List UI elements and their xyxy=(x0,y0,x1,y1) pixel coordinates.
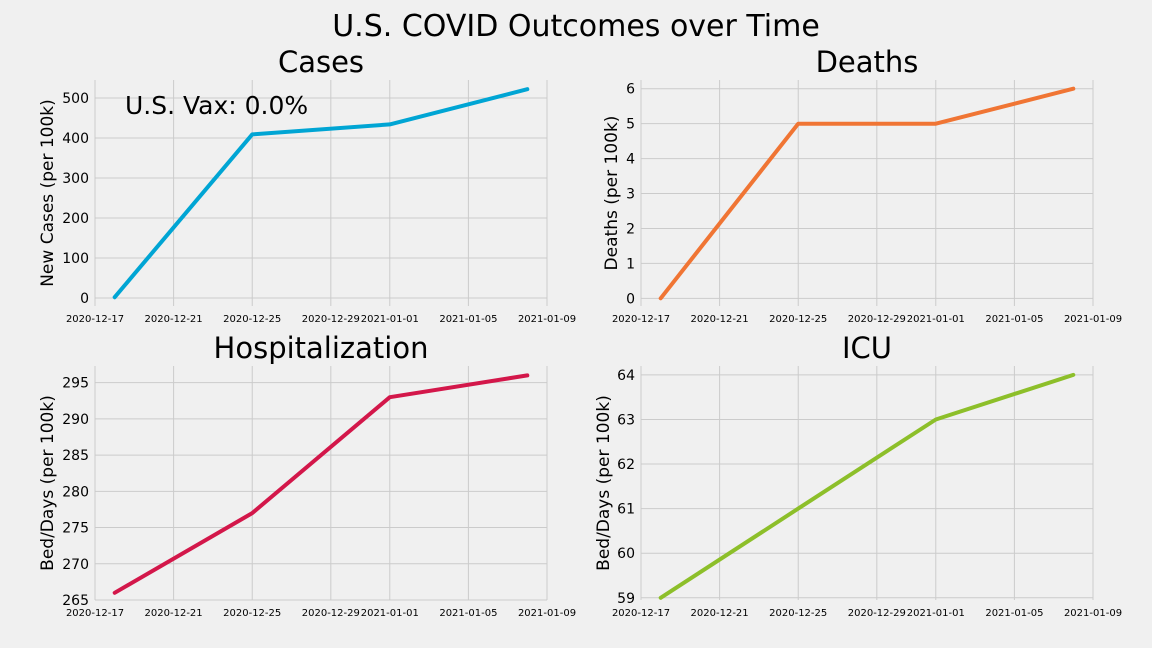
deaths-xtick-label: 2021-01-09 xyxy=(1064,314,1122,325)
cases-annotation: U.S. Vax: 0.0% xyxy=(125,91,308,120)
icu-ytick-label: 61 xyxy=(617,502,635,518)
cases-ytick-label: 500 xyxy=(62,91,89,107)
deaths-ytick-label: 1 xyxy=(626,256,635,272)
deaths-xtick-label: 2020-12-21 xyxy=(691,314,749,325)
icu-ytick-label: 59 xyxy=(617,591,635,607)
icu-title: ICU xyxy=(842,331,892,365)
cases-xtick-label: 2020-12-29 xyxy=(302,314,360,325)
icu-ytick-label: 62 xyxy=(617,457,635,473)
cases-ytick-label: 0 xyxy=(80,291,89,307)
hospitalization-xtick-label: 2020-12-21 xyxy=(145,608,203,619)
deaths-panel: 2020-12-17 2020-12-21 2020-12-25 2020-12-29… xyxy=(602,45,1122,325)
cases-xtick-label: 2021-01-01 xyxy=(361,314,419,325)
figure-title: U.S. COVID Outcomes over Time xyxy=(332,9,820,44)
cases-ytick-label: 200 xyxy=(62,211,89,227)
deaths-ytick-label: 2 xyxy=(626,221,635,237)
deaths-xtick-label: 2021-01-01 xyxy=(907,314,965,325)
hospitalization-ytick-label: 290 xyxy=(62,412,89,428)
icu-xtick-label: 2020-12-21 xyxy=(691,608,749,619)
cases-ylabel: New Cases (per 100k) xyxy=(38,99,58,287)
cases-ytick-label: 400 xyxy=(62,131,89,147)
cases-xtick-label: 2020-12-17 xyxy=(66,314,124,325)
icu-xtick-label: 2020-12-25 xyxy=(769,608,827,619)
icu-xtick-label: 2021-01-01 xyxy=(907,608,965,619)
icu-xtick-label: 2021-01-05 xyxy=(985,608,1043,619)
cases-ytick-label: 100 xyxy=(62,251,89,267)
hospitalization-ytick-label: 275 xyxy=(62,521,89,537)
deaths-series-line xyxy=(658,86,1076,301)
icu-panel: 2020-12-17 2020-12-21 2020-12-25 2020-12-29… xyxy=(594,331,1122,619)
deaths-ytick-label: 4 xyxy=(626,152,635,168)
cases-xtick-label: 2020-12-25 xyxy=(223,314,281,325)
hospitalization-ylabel: Bed/Days (per 100k) xyxy=(38,395,58,571)
deaths-ytick-label: 6 xyxy=(626,82,635,98)
icu-ytick-label: 60 xyxy=(617,546,635,562)
cases-panel: 2020-12-17 2020-12-21 2020-12-25 2020-12-29… xyxy=(38,45,576,325)
hospitalization-xtick-label: 2021-01-05 xyxy=(439,608,497,619)
deaths-ytick-label: 5 xyxy=(626,117,635,133)
deaths-xtick-label: 2020-12-17 xyxy=(612,314,670,325)
deaths-xtick-label: 2020-12-25 xyxy=(769,314,827,325)
deaths-xtick-label: 2021-01-05 xyxy=(985,314,1043,325)
icu-series-line xyxy=(658,372,1076,600)
hospitalization-xtick-label: 2020-12-25 xyxy=(223,608,281,619)
hospitalization-ytick-label: 295 xyxy=(62,376,89,392)
deaths-xtick-label: 2020-12-29 xyxy=(848,314,906,325)
icu-xtick-label: 2020-12-29 xyxy=(848,608,906,619)
hospitalization-ytick-label: 280 xyxy=(62,484,89,500)
hospitalization-ytick-label: 285 xyxy=(62,448,89,464)
cases-xtick-label: 2020-12-21 xyxy=(145,314,203,325)
hospitalization-xtick-label: 2021-01-09 xyxy=(518,608,576,619)
hospitalization-xtick-label: 2020-12-29 xyxy=(302,608,360,619)
icu-ytick-label: 64 xyxy=(617,368,635,384)
hospitalization-xtick-label: 2021-01-01 xyxy=(361,608,419,619)
hospitalization-ytick-label: 270 xyxy=(62,557,89,573)
deaths-ytick-label: 0 xyxy=(626,291,635,307)
cases-xtick-label: 2021-01-09 xyxy=(518,314,576,325)
deaths-ylabel: Deaths (per 100k) xyxy=(602,116,622,271)
icu-ytick-label: 63 xyxy=(617,412,635,428)
hospitalization-title: Hospitalization xyxy=(214,331,429,365)
cases-title: Cases xyxy=(278,45,364,79)
hospitalization-panel: 2020-12-17 2020-12-21 2020-12-25 2020-12-29… xyxy=(38,331,576,619)
hospitalization-xtick-label: 2020-12-17 xyxy=(66,608,124,619)
hospitalization-series-line xyxy=(112,373,530,595)
icu-xtick-label: 2021-01-09 xyxy=(1064,608,1122,619)
icu-ylabel: Bed/Days (per 100k) xyxy=(594,395,614,571)
cases-xtick-label: 2021-01-05 xyxy=(439,314,497,325)
cases-ytick-label: 300 xyxy=(62,171,89,187)
deaths-title: Deaths xyxy=(816,45,919,79)
deaths-ytick-label: 3 xyxy=(626,187,635,203)
cases-series-line xyxy=(112,87,530,300)
icu-xtick-label: 2020-12-17 xyxy=(612,608,670,619)
hospitalization-ytick-label: 265 xyxy=(62,593,89,609)
